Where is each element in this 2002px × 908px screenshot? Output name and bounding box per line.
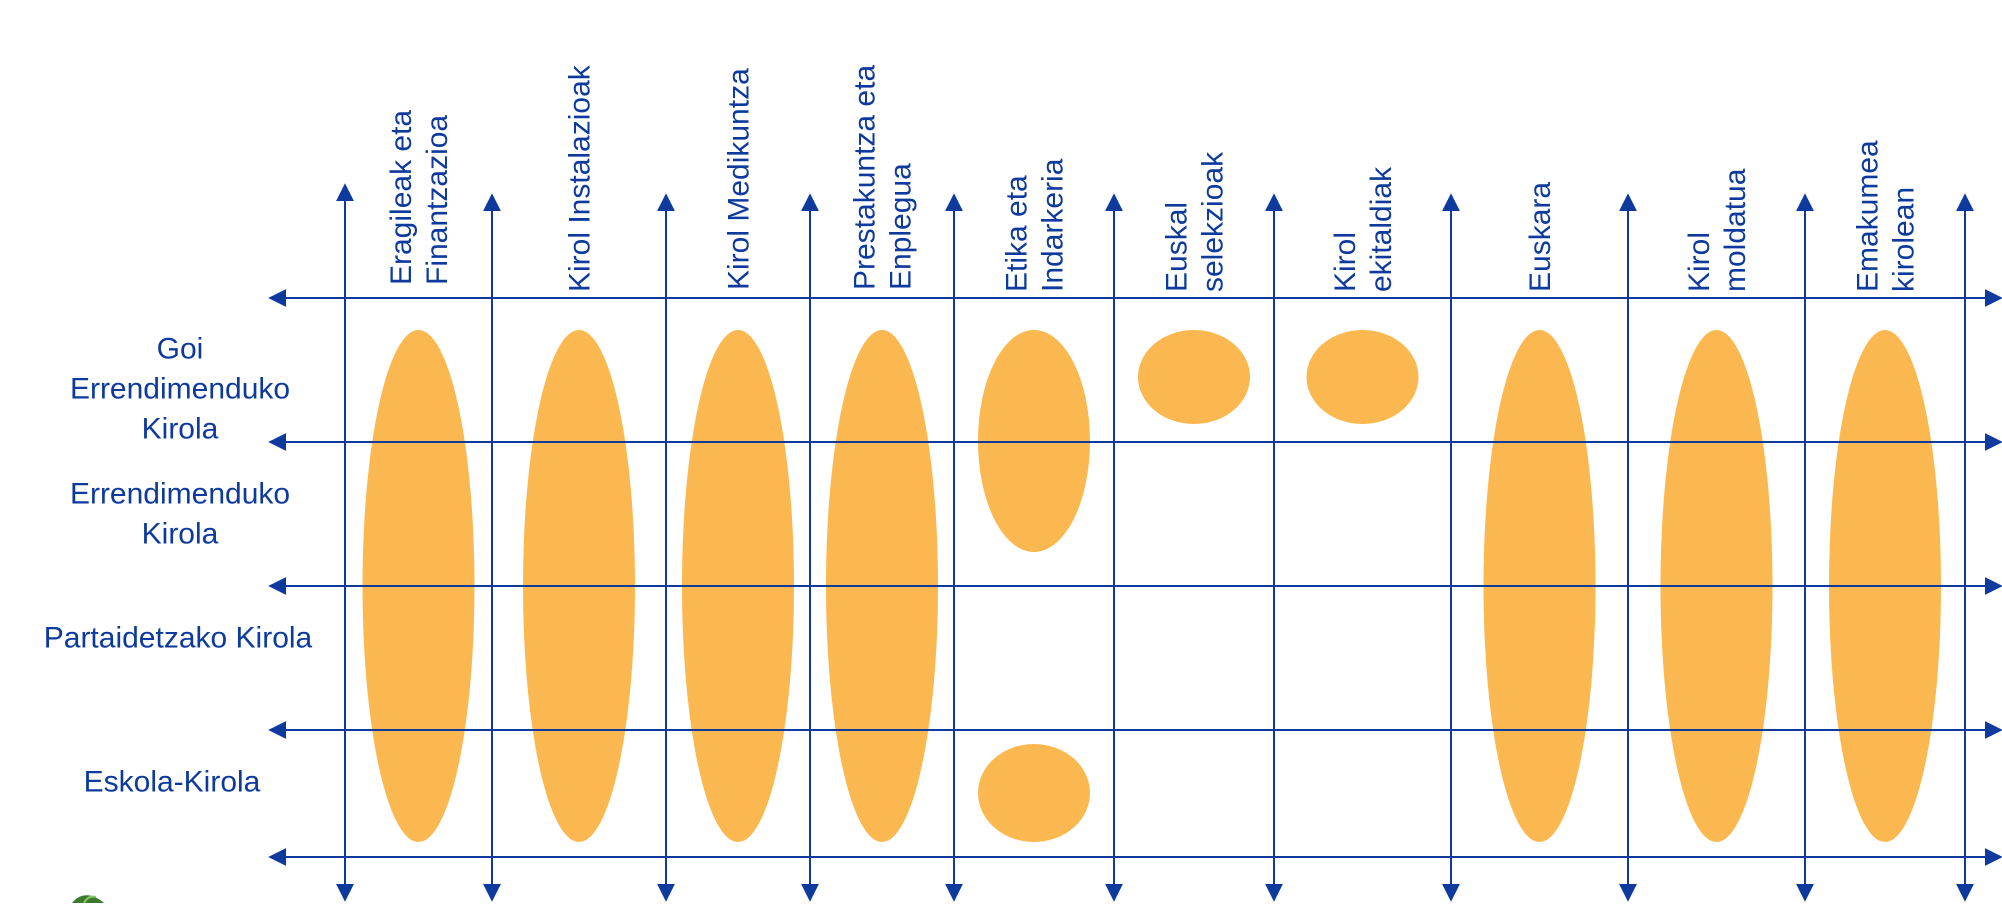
column-header-line: Eragileak eta	[385, 110, 418, 285]
column-header-line: Kirol Medikuntza	[723, 68, 756, 290]
coverage-ellipse-selekzioak	[1138, 330, 1250, 424]
column-header-line: Prestakuntza eta	[849, 65, 882, 290]
column-header-line: Kirol	[1329, 232, 1362, 292]
row-header-line: Eskola-Kirola	[84, 766, 261, 799]
column-header-etika: Etika eta Indarkeria	[1001, 158, 1070, 292]
column-header-prestakuntza: Prestakuntza eta Enplegua	[849, 65, 918, 290]
column-header-line: Indarkeria	[1037, 158, 1070, 292]
column-header-moldatua: Kirol moldatua	[1683, 168, 1752, 292]
axis-grid	[268, 183, 2002, 902]
column-header-line: ekitaldiak	[1365, 166, 1398, 292]
row-header-goi: Goi Errendimenduko Kirola	[70, 333, 290, 446]
row-header-line: Goi	[157, 333, 204, 366]
column-header-line: Euskal	[1161, 202, 1194, 292]
column-header-selekzioak: Euskal selekzioak	[1161, 151, 1230, 292]
leaf-logo-icon	[83, 895, 97, 904]
column-header-line: Finantzazioa	[421, 115, 454, 285]
column-header-ekitaldiak: Kirol ekitaldiak	[1329, 166, 1398, 292]
column-header-line: selekzioak	[1197, 151, 1230, 292]
coverage-ellipse-ekitaldiak	[1306, 330, 1419, 424]
row-header-line: Kirola	[142, 413, 219, 446]
row-header-line: Partaidetzako Kirola	[44, 622, 313, 655]
row-headers: Goi Errendimenduko Kirola Errendimenduko Kir…	[44, 333, 313, 799]
coverage-ellipse-etika	[978, 744, 1090, 842]
column-header-line: Etika eta	[1001, 175, 1034, 292]
leaf-logo-icon	[72, 895, 104, 904]
row-header-line: Errendimenduko	[70, 478, 290, 511]
row-header-line: Errendimenduko	[70, 373, 290, 406]
column-header-line: Kirol Instalazioak	[564, 64, 597, 292]
column-header-line: Emakumea	[1852, 140, 1885, 292]
column-header-euskara: Euskara	[1524, 182, 1557, 292]
column-header-line: moldatua	[1719, 168, 1752, 292]
column-header-medikuntza: Kirol Medikuntza	[723, 68, 756, 290]
column-header-instalazioak: Kirol Instalazioak	[564, 64, 597, 292]
column-header-line: Euskara	[1524, 182, 1557, 292]
row-header-eskola: Eskola-Kirola	[84, 766, 261, 799]
column-header-line: kirolean	[1888, 187, 1921, 292]
row-header-errendimendu: Errendimenduko Kirola	[70, 478, 290, 551]
column-header-line: Kirol	[1683, 232, 1716, 292]
row-header-line: Kirola	[142, 518, 219, 551]
row-header-partaidetza: Partaidetzako Kirola	[44, 622, 313, 655]
column-headers: Eragileak eta Finantzazioa Kirol Instalazi…	[385, 64, 1921, 292]
column-header-line: Enplegua	[885, 163, 918, 290]
column-header-emakumea: Emakumea kirolean	[1852, 140, 1921, 292]
column-header-eragileak: Eragileak eta Finantzazioa	[385, 110, 454, 285]
